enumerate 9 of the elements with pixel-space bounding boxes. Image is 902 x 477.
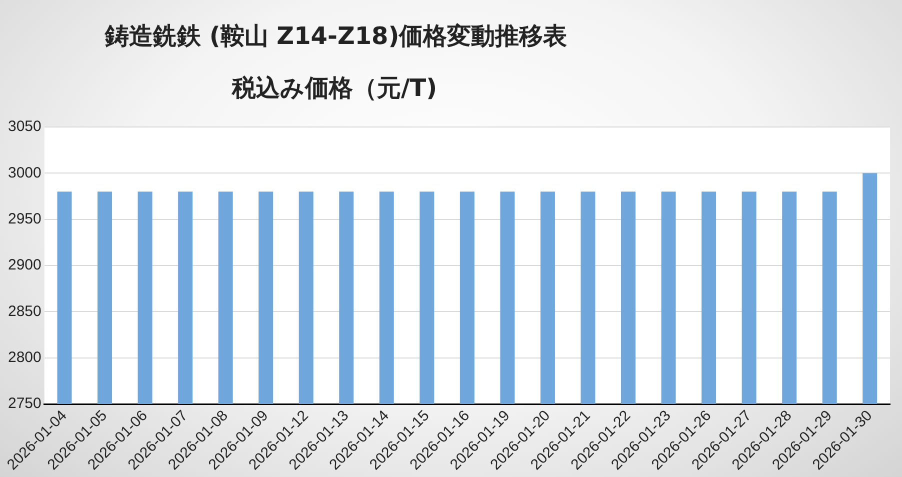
y-tick-label: 2750 bbox=[8, 395, 42, 412]
y-tick-label: 2950 bbox=[8, 210, 42, 228]
chart-subtitle: 税込み価格（元/T) bbox=[232, 73, 438, 104]
y-tick-label: 2900 bbox=[8, 256, 42, 274]
y-tick-label: 3000 bbox=[8, 164, 42, 182]
chart-title: 鋳造銑鉄 (鞍山 Z14-Z18)価格変動推移表 bbox=[105, 21, 568, 52]
y-tick-label: 2850 bbox=[8, 302, 42, 320]
y-tick-label: 2800 bbox=[8, 348, 42, 366]
y-tick-label: 3050 bbox=[8, 118, 42, 136]
